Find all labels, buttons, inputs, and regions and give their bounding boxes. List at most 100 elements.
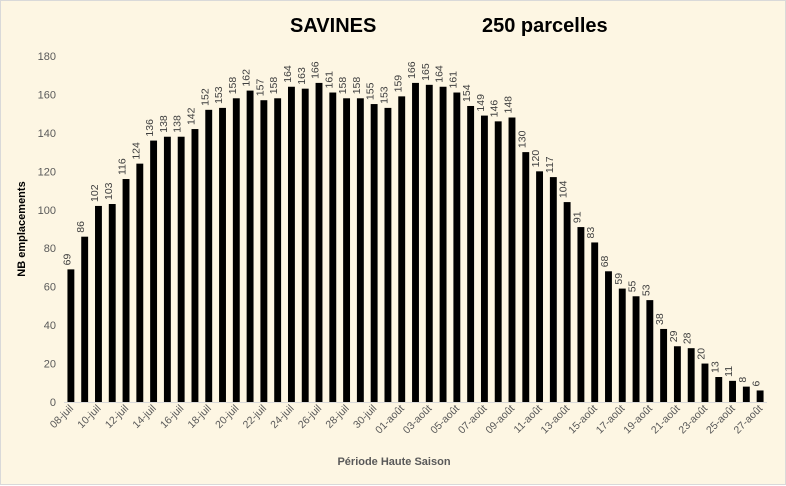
bar-data-label: 166 (310, 61, 322, 79)
bar-data-label: 53 (640, 284, 652, 296)
y-tick-label: 140 (38, 128, 56, 140)
y-tick-label: 20 (44, 359, 56, 371)
x-tick-label: 19-août (621, 403, 655, 437)
bar (219, 107, 226, 403)
x-tick-label: 20-juil (213, 403, 241, 431)
bar (232, 98, 240, 403)
bar (246, 90, 254, 402)
bar (536, 171, 544, 402)
bar-data-label: 164 (434, 65, 446, 83)
bar-data-label: 138 (172, 115, 184, 133)
x-tick-label: 24-juil (268, 403, 296, 431)
bar (687, 348, 695, 402)
bar-data-label: 153 (213, 86, 225, 104)
y-tick-label: 40 (44, 320, 56, 332)
bar-data-label: 148 (503, 96, 515, 114)
bar (646, 300, 654, 402)
bar-data-label: 59 (613, 273, 625, 285)
bar-data-label: 11 (723, 366, 735, 377)
bar-data-label: 158 (351, 77, 363, 95)
bar (191, 129, 199, 403)
bar-data-label: 20 (696, 348, 708, 360)
x-tick-label: 14-juil (130, 403, 158, 431)
bar (177, 136, 185, 402)
bar-data-label: 162 (241, 69, 253, 87)
bar (81, 236, 89, 402)
bar-data-label: 116 (117, 158, 129, 175)
bar (122, 179, 130, 402)
x-tick-label: 09-août (483, 403, 517, 437)
bar-data-label: 104 (558, 180, 570, 198)
x-tick-label: 28-juil (323, 403, 351, 431)
bar-data-label: 158 (227, 77, 239, 95)
bar (67, 269, 75, 402)
chart-subtitle: 250 parcelles (482, 15, 608, 37)
bar (480, 115, 488, 402)
y-tick-label: 60 (44, 282, 56, 294)
x-tick-label: 26-juil (296, 403, 324, 431)
bar-data-label: 157 (254, 79, 266, 97)
bar (329, 92, 337, 403)
y-tick-label: 160 (38, 89, 56, 101)
bar-data-label: 155 (365, 82, 377, 100)
bar-data-label: 161 (323, 71, 335, 89)
bar (549, 177, 557, 402)
bar-data-label: 161 (447, 71, 459, 89)
bar (412, 82, 419, 403)
bar (301, 88, 309, 402)
bar (494, 121, 502, 402)
x-tick-label: 13-août (539, 403, 573, 437)
bar (508, 117, 516, 402)
bar-data-label: 153 (378, 86, 390, 104)
y-tick-label: 80 (44, 243, 56, 255)
bar (163, 136, 171, 402)
bar (356, 98, 364, 403)
x-axis-title: Période Haute Saison (337, 456, 451, 468)
bar (673, 346, 681, 402)
x-tick-label: 11-août (512, 403, 545, 436)
chart-title: SAVINES (290, 15, 377, 37)
x-tick-label: 23-août (676, 403, 710, 437)
bar-data-label: 69 (61, 254, 73, 266)
x-tick-label: 21-août (649, 403, 683, 437)
bar-data-label: 83 (585, 227, 597, 239)
x-tick-label: 18-juil (186, 403, 214, 431)
bar-data-label: 13 (709, 361, 721, 373)
bar-data-label: 102 (89, 184, 101, 202)
bar-data-label: 103 (103, 182, 115, 200)
y-tick-label: 180 (38, 51, 56, 63)
bar-data-label: 146 (489, 100, 501, 118)
bar (563, 202, 571, 402)
bar (577, 227, 585, 402)
bar-data-label: 158 (268, 77, 280, 95)
bar-data-label: 68 (599, 255, 611, 267)
bar-data-label: 154 (461, 84, 473, 102)
x-tick-label: 10-juil (75, 403, 103, 431)
bar (756, 390, 764, 402)
bar (205, 109, 213, 403)
bar (618, 288, 626, 402)
bar-data-label: 136 (144, 119, 156, 137)
bar (370, 104, 378, 403)
bar-data-label: 166 (406, 61, 418, 79)
bar (274, 98, 282, 403)
bar-data-label: 149 (475, 94, 487, 112)
bar (453, 92, 461, 403)
y-tick-label: 0 (50, 397, 56, 409)
bar-data-label: 159 (392, 75, 404, 93)
bar (136, 163, 144, 402)
bar (701, 363, 709, 402)
x-tick-label: 12-juil (103, 403, 131, 431)
bar-data-label: 130 (516, 130, 528, 148)
bar-data-label: 158 (337, 77, 349, 95)
x-tick-label: 17-août (594, 403, 628, 437)
bar-data-label: 142 (186, 107, 198, 125)
bar (398, 96, 406, 402)
bar (384, 107, 392, 403)
bar (660, 328, 668, 402)
bar (729, 380, 736, 402)
bar (522, 152, 530, 402)
bar-data-label: 29 (668, 330, 680, 342)
